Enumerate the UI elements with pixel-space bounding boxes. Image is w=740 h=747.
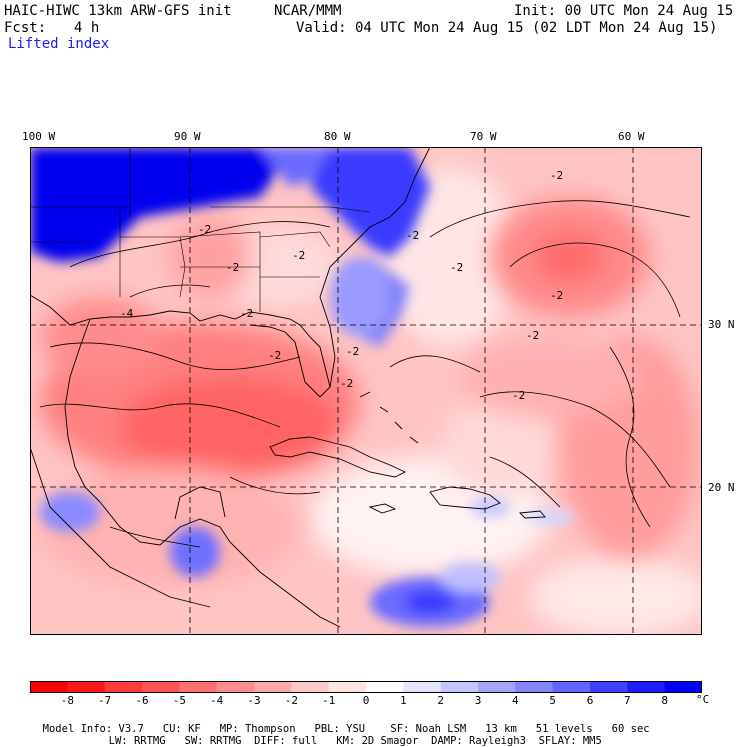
legend-tick-label: -2	[284, 694, 298, 707]
eddy-coefficient-setting: KM: 2D Smagor	[336, 735, 419, 747]
cumulus-scheme: CU: KF	[162, 723, 201, 735]
lon-label-70w: 70 W	[470, 130, 497, 143]
legend-swatch	[291, 681, 330, 693]
contour-label: -2	[512, 389, 525, 402]
legend-swatch	[627, 681, 666, 693]
grid-spacing: 13 km	[485, 723, 517, 735]
lon-label-80w: 80 W	[324, 130, 351, 143]
legend-swatch	[552, 681, 591, 693]
legend-swatch	[403, 681, 442, 693]
damping-setting: DAMP: Rayleigh3	[431, 735, 526, 747]
legend-tick-label: 8	[661, 694, 668, 707]
field-negative-areas	[40, 197, 700, 587]
legend-swatch	[142, 681, 180, 693]
diffusion-setting: DIFF: full	[254, 735, 318, 747]
legend-swatches	[30, 681, 702, 693]
contour-label: -2	[226, 261, 239, 274]
legend-swatch	[328, 681, 367, 693]
legend-swatch	[254, 681, 292, 693]
lat-label-20n: 20 N	[708, 481, 735, 494]
coastlines	[30, 147, 546, 628]
longwave-scheme: LW: RRTMG	[108, 735, 166, 747]
vertical-levels: 51 levels	[535, 723, 593, 735]
model-version: Model Info: V3.7	[42, 723, 144, 735]
contour-lines	[39, 200, 691, 548]
legend-tick-label: -3	[247, 694, 261, 707]
legend-swatch	[67, 681, 106, 693]
legend-swatch	[179, 681, 218, 693]
legend-unit: °C	[696, 693, 710, 706]
legend-swatch	[515, 681, 554, 693]
lat-lon-grid	[30, 147, 702, 635]
legend-tick-label: 6	[586, 694, 594, 707]
pbl-scheme: PBL: YSU	[314, 723, 366, 735]
legend-swatch	[664, 681, 702, 693]
lifted-index-map: -2 -2 -2 -2 -2 -2 -2 -2 -2 -2 -2 -2 -2 -…	[30, 147, 702, 635]
legend-tick-label: 4	[512, 694, 519, 707]
legend-tick-label: 7	[624, 694, 631, 707]
legend-swatch	[366, 681, 404, 693]
model-title: HAIC-HIWC 13km ARW-GFS init	[4, 3, 232, 19]
legend-swatch	[104, 681, 143, 693]
legend-swatch	[216, 681, 255, 693]
surface-layer-setting: SFLAY: MM5	[538, 735, 602, 747]
model-info-line2: LW: RRTMG SW: RRTMG DIFF: full KM: 2D Sm…	[96, 723, 602, 747]
state-borders	[30, 147, 371, 312]
contour-label: -2	[240, 307, 253, 320]
field-positive-areas	[30, 147, 575, 627]
legend-tick-label: 0	[362, 694, 370, 707]
contour-label: -2	[292, 249, 305, 262]
time-step: 60 sec	[611, 723, 650, 735]
contour-label: -2	[268, 349, 281, 362]
field-name: Lifted index	[8, 36, 110, 52]
legend-tick-label: -1	[322, 694, 336, 707]
organization-label: NCAR/MMM	[274, 3, 342, 19]
forecast-hour: 4 h	[74, 20, 100, 36]
contour-labels: -2 -2 -2 -2 -2 -2 -2 -2 -2 -2 -2 -2 -2 -…	[120, 169, 563, 402]
lon-label-60w: 60 W	[618, 130, 645, 143]
color-legend	[30, 681, 702, 693]
legend-tick-label: 3	[474, 694, 482, 707]
legend-tick-label: 2	[437, 694, 444, 707]
legend-tick-label: 5	[549, 694, 556, 707]
surface-scheme: SF: Noah LSM	[390, 723, 467, 735]
legend-tick-label: -8	[60, 694, 74, 707]
contour-label: -2	[550, 289, 563, 302]
lon-label-90w: 90 W	[174, 130, 201, 143]
contour-label: -2	[198, 223, 211, 236]
lon-label-100w: 100 W	[22, 130, 56, 143]
forecast-label: Fcst:	[4, 20, 47, 36]
legend-swatch	[478, 681, 516, 693]
legend-tick-label: -4	[210, 694, 224, 707]
legend-swatch	[440, 681, 479, 693]
map-frame	[30, 147, 702, 635]
contour-label: -2	[406, 229, 419, 242]
contour-label: -4	[120, 307, 134, 320]
legend-tick-label: -7	[98, 694, 112, 707]
microphysics-scheme: MP: Thompson	[219, 723, 296, 735]
contour-label: -2	[340, 377, 353, 390]
contour-label: -2	[450, 261, 463, 274]
valid-time: Valid: 04 UTC Mon 24 Aug 15 (02 LDT Mon …	[296, 20, 718, 36]
init-time: Init: 00 UTC Mon 24 Aug 15	[514, 3, 734, 19]
legend-swatch	[590, 681, 628, 693]
contour-label: -2	[346, 345, 359, 358]
shortwave-scheme: SW: RRTMG	[184, 735, 242, 747]
legend-tick-label: -5	[172, 694, 186, 707]
legend-swatch	[30, 681, 68, 693]
legend-tick-label: 1	[400, 694, 407, 707]
legend-tick-label: -6	[135, 694, 149, 707]
contour-label: -2	[526, 329, 539, 342]
model-info-line1: Model Info: V3.7 CU: KF MP: Thompson PBL…	[30, 711, 650, 735]
legend-frame	[30, 681, 702, 693]
contour-label: -2	[550, 169, 563, 182]
lat-label-30n: 30 N	[708, 318, 735, 331]
